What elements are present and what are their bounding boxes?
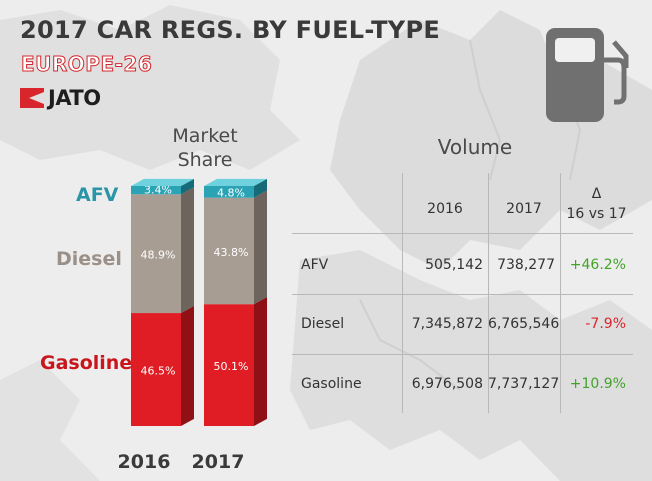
bar-label-diesel-2016: 48.9% [141, 249, 176, 262]
bar-top-2016 [131, 178, 194, 186]
legend-gasoline: Gasoline [40, 352, 133, 374]
table-row-afv-2017: 738,277 [497, 257, 555, 273]
bar-label-afv-2017: 4.8% [217, 187, 245, 200]
table-row-gasoline-label: Gasoline [301, 376, 362, 392]
table-row-diesel-2016: 7,345,872 [411, 316, 483, 332]
table-row-diesel-label: Diesel [301, 316, 345, 332]
bar-label-diesel-2017: 43.8% [214, 246, 249, 259]
legend-diesel: Diesel [56, 248, 122, 270]
brand-name: JATO [48, 86, 101, 110]
bar-gasoline-2016 [131, 313, 181, 426]
bar-label-gasoline-2016: 46.5% [141, 365, 176, 378]
table-divider [292, 294, 633, 295]
market-share-title-text: Market Share [172, 125, 238, 171]
bar-afv-2017 [204, 186, 254, 198]
bar-side-gasoline-2016 [181, 305, 194, 426]
table-row-afv-delta: +46.2% [569, 257, 626, 273]
table-divider [488, 173, 489, 413]
bar-top-2017 [204, 178, 267, 186]
volume-title: Volume [437, 135, 513, 159]
page-subtitle: EUROPE-26 [20, 52, 153, 77]
table-row-afv-2016: 505,142 [425, 257, 483, 273]
bar-label-gasoline-2017: 50.1% [214, 360, 249, 373]
bar-side-diesel-2016 [181, 187, 194, 314]
bar-afv-2016 [131, 186, 181, 195]
table-header-2016: 2016 [427, 201, 463, 217]
bar-diesel-2017 [204, 197, 254, 305]
table-row-gasoline-2017: 7,737,127 [488, 376, 560, 392]
table-divider [402, 173, 403, 413]
table-divider [560, 173, 561, 413]
table-divider [292, 233, 633, 234]
table-row-afv-label: AFV [301, 257, 329, 273]
bar-side-gasoline-2017 [254, 297, 267, 426]
market-share-title: Market Share [150, 124, 260, 172]
bar-side-afv-2017 [254, 178, 267, 198]
year-label-2016: 2016 [117, 451, 171, 473]
table-header-delta: Δ [591, 186, 602, 202]
volume-table: 2016 2017 Δ 16 vs 17 AFV 505,142 738,277… [292, 173, 633, 413]
year-label-2017: 2017 [191, 451, 245, 473]
table-row-diesel-2017: 6,765,546 [488, 316, 560, 332]
page-title: 2017 CAR REGS. BY FUEL-TYPE [20, 16, 441, 44]
brand-logo: JATO [20, 86, 101, 110]
fuel-pump-icon [546, 28, 629, 122]
table-row-diesel-delta: -7.9% [585, 316, 626, 332]
table-divider [292, 354, 633, 355]
bar-label-afv-2016: 3.4% [144, 183, 172, 196]
bar-gasoline-2017 [204, 304, 254, 426]
table-row-gasoline-2016: 6,976,508 [411, 376, 483, 392]
bar-side-afv-2016 [181, 178, 194, 195]
bar-side-diesel-2017 [254, 190, 267, 305]
bar-diesel-2016 [131, 194, 181, 314]
jato-arrow-logo [20, 88, 44, 108]
table-row-gasoline-delta: +10.9% [569, 376, 626, 392]
table-header-2017: 2017 [506, 201, 542, 217]
table-header-delta-period: 16 vs 17 [566, 206, 627, 222]
legend-afv: AFV [76, 184, 119, 206]
